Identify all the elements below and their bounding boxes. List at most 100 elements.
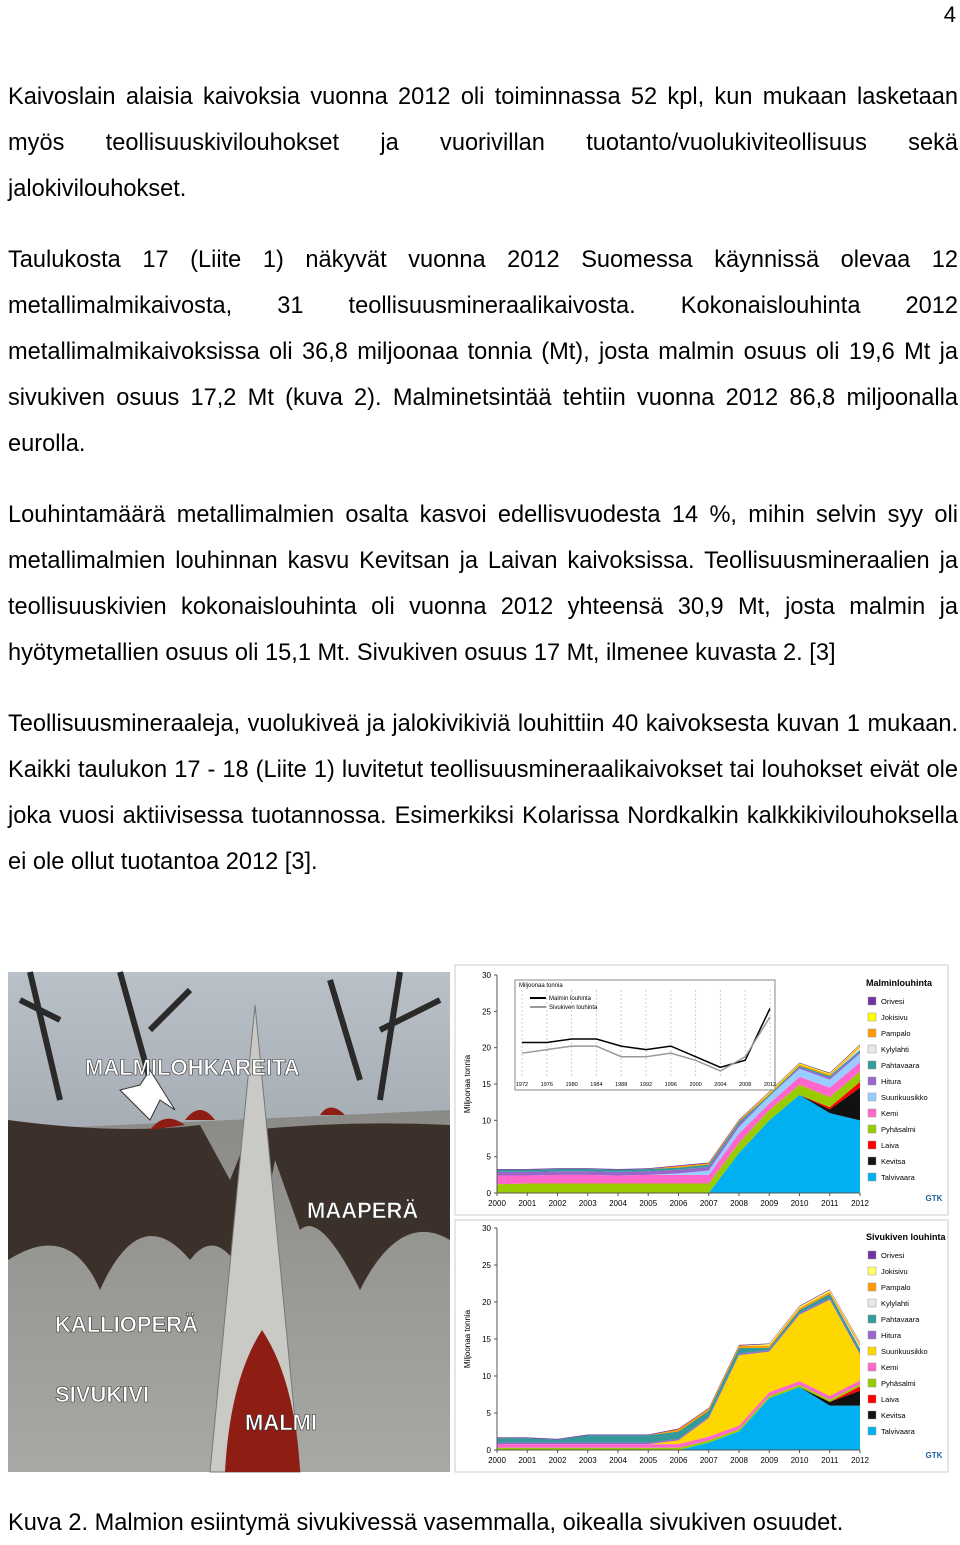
legend-label: Pyhäsalmi <box>881 1379 916 1388</box>
legend-label: Kylylahti <box>881 1299 909 1308</box>
line <box>521 1016 771 1072</box>
legend-label: Suurikuusikko <box>881 1347 928 1356</box>
x-tick-label: 2008 <box>730 1456 748 1465</box>
legend-label: Pahtavaara <box>881 1061 920 1070</box>
chart-title: Malminlouhinta <box>866 978 933 988</box>
legend-swatch <box>867 1410 877 1420</box>
illustration-label: MAAPERÄ <box>307 1198 418 1223</box>
y-tick-label: 0 <box>487 1446 492 1455</box>
figure: MALMILOHKAREITA MAAPERÄ KALLIOPERÄ SIVUK… <box>8 964 949 1473</box>
y-tick-label: 15 <box>482 1080 491 1089</box>
x-tick-label: 1988 <box>615 1082 627 1088</box>
legend-swatch <box>867 1282 877 1292</box>
y-axis-label: Miljoonaa tonnia <box>463 1309 472 1368</box>
page-number: 4 <box>943 2 956 27</box>
x-tick-label: 2011 <box>821 1456 839 1465</box>
y-tick-label: 25 <box>482 1261 491 1270</box>
logo: GTK <box>926 1451 943 1460</box>
legend-label: Laiva <box>881 1395 900 1404</box>
x-tick-label: 2005 <box>639 1456 657 1465</box>
legend-label: Orivesi <box>881 997 905 1006</box>
x-tick-label: 1976 <box>541 1082 553 1088</box>
legend-label: Suurikuusikko <box>881 1093 928 1102</box>
y-tick-label: 0 <box>487 1189 492 1198</box>
legend-swatch <box>867 1314 877 1324</box>
y-tick-label: 10 <box>482 1372 491 1381</box>
line <box>522 1008 771 1069</box>
legend-swatch <box>867 1076 877 1086</box>
legend-label: Hitura <box>881 1077 902 1086</box>
legend-label: Kevitsa <box>881 1411 906 1420</box>
logo: GTK <box>926 1194 943 1203</box>
legend-swatch <box>867 1362 877 1372</box>
legend-swatch <box>867 1394 877 1404</box>
inset-frame <box>514 979 776 1091</box>
legend-swatch <box>867 1330 877 1340</box>
legend-label: Sivukiven louhinta <box>549 1005 598 1011</box>
x-tick-label: 2010 <box>791 1199 809 1208</box>
legend-label: Pahtavaara <box>881 1315 920 1324</box>
legend-swatch <box>867 1298 877 1308</box>
x-tick-label: 2009 <box>760 1456 778 1465</box>
x-tick-label: 1972 <box>516 1082 528 1088</box>
legend-label: Kylylahti <box>881 1045 909 1054</box>
x-tick-label: 2001 <box>518 1199 536 1208</box>
legend-label: Kevitsa <box>881 1157 906 1166</box>
legend-swatch <box>867 1028 877 1038</box>
y-tick-label: 30 <box>482 1224 491 1233</box>
x-tick-label: 2003 <box>579 1456 597 1465</box>
x-tick-label: 2001 <box>518 1456 536 1465</box>
x-tick-label: 2003 <box>579 1199 597 1208</box>
legend-swatch <box>867 1012 877 1022</box>
x-tick-label: 2000 <box>488 1456 506 1465</box>
legend-swatch <box>867 1266 877 1276</box>
x-tick-label: 2004 <box>609 1199 627 1208</box>
x-tick-label: 2006 <box>670 1199 688 1208</box>
legend-swatch <box>867 1092 877 1102</box>
x-tick-label: 2000 <box>689 1082 701 1088</box>
paragraph: Taulukosta 17 (Liite 1) näkyvät vuonna 2… <box>8 247 958 457</box>
paragraph: Louhintamäärä metallimalmien osalta kasv… <box>8 502 958 666</box>
x-tick-label: 1980 <box>565 1082 577 1088</box>
y-tick-label: 5 <box>487 1409 492 1418</box>
legend-swatch <box>867 1250 877 1260</box>
legend-label: Pyhäsalmi <box>881 1125 916 1134</box>
y-axis-label: Miljoonaa tonnia <box>463 1054 472 1113</box>
y-tick-label: 5 <box>487 1153 492 1162</box>
x-tick-label: 2010 <box>791 1456 809 1465</box>
illustration-label: MALMI <box>245 1410 317 1435</box>
x-tick-label: 2007 <box>700 1456 718 1465</box>
legend-label: Laiva <box>881 1141 900 1150</box>
x-tick-label: 2009 <box>760 1199 778 1208</box>
illustration-label: KALLIOPERÄ <box>55 1312 198 1337</box>
legend-label: Kemi <box>881 1363 898 1372</box>
x-tick-label: 2006 <box>670 1456 688 1465</box>
legend-swatch <box>867 1156 877 1166</box>
y-tick-label: 20 <box>482 1044 491 1053</box>
paragraph: Teollisuusmineraaleja, vuolukiveä ja jal… <box>8 711 958 875</box>
illustration-label: SIVUKIVI <box>55 1382 149 1407</box>
x-tick-label: 2008 <box>730 1199 748 1208</box>
legend-label: Jokisivu <box>881 1267 908 1276</box>
illustration: MALMILOHKAREITA MAAPERÄ KALLIOPERÄ SIVUK… <box>8 971 450 1473</box>
x-tick-label: 2012 <box>851 1199 869 1208</box>
x-tick-label: 2011 <box>821 1199 839 1208</box>
x-tick-label: 2008 <box>739 1082 751 1088</box>
legend-label: Orivesi <box>881 1251 905 1260</box>
legend-swatch <box>867 1060 877 1070</box>
y-tick-label: 20 <box>482 1298 491 1307</box>
y-tick-label: 25 <box>482 1007 491 1016</box>
x-tick-label: 2005 <box>639 1199 657 1208</box>
x-tick-label: 2002 <box>549 1199 567 1208</box>
x-tick-label: 1984 <box>590 1082 602 1088</box>
x-tick-label: 2002 <box>549 1456 567 1465</box>
chart-title: Sivukiven louhinta <box>866 1232 947 1242</box>
area <box>497 1094 860 1193</box>
legend-label: Kemi <box>881 1109 898 1118</box>
x-tick-label: 2012 <box>764 1082 776 1088</box>
x-tick-label: 2012 <box>851 1456 869 1465</box>
caption: Kuva 2. Malmion esiintymä sivukivessä va… <box>8 1510 844 1536</box>
legend-swatch <box>867 1172 877 1182</box>
legend-swatch <box>867 1044 877 1054</box>
